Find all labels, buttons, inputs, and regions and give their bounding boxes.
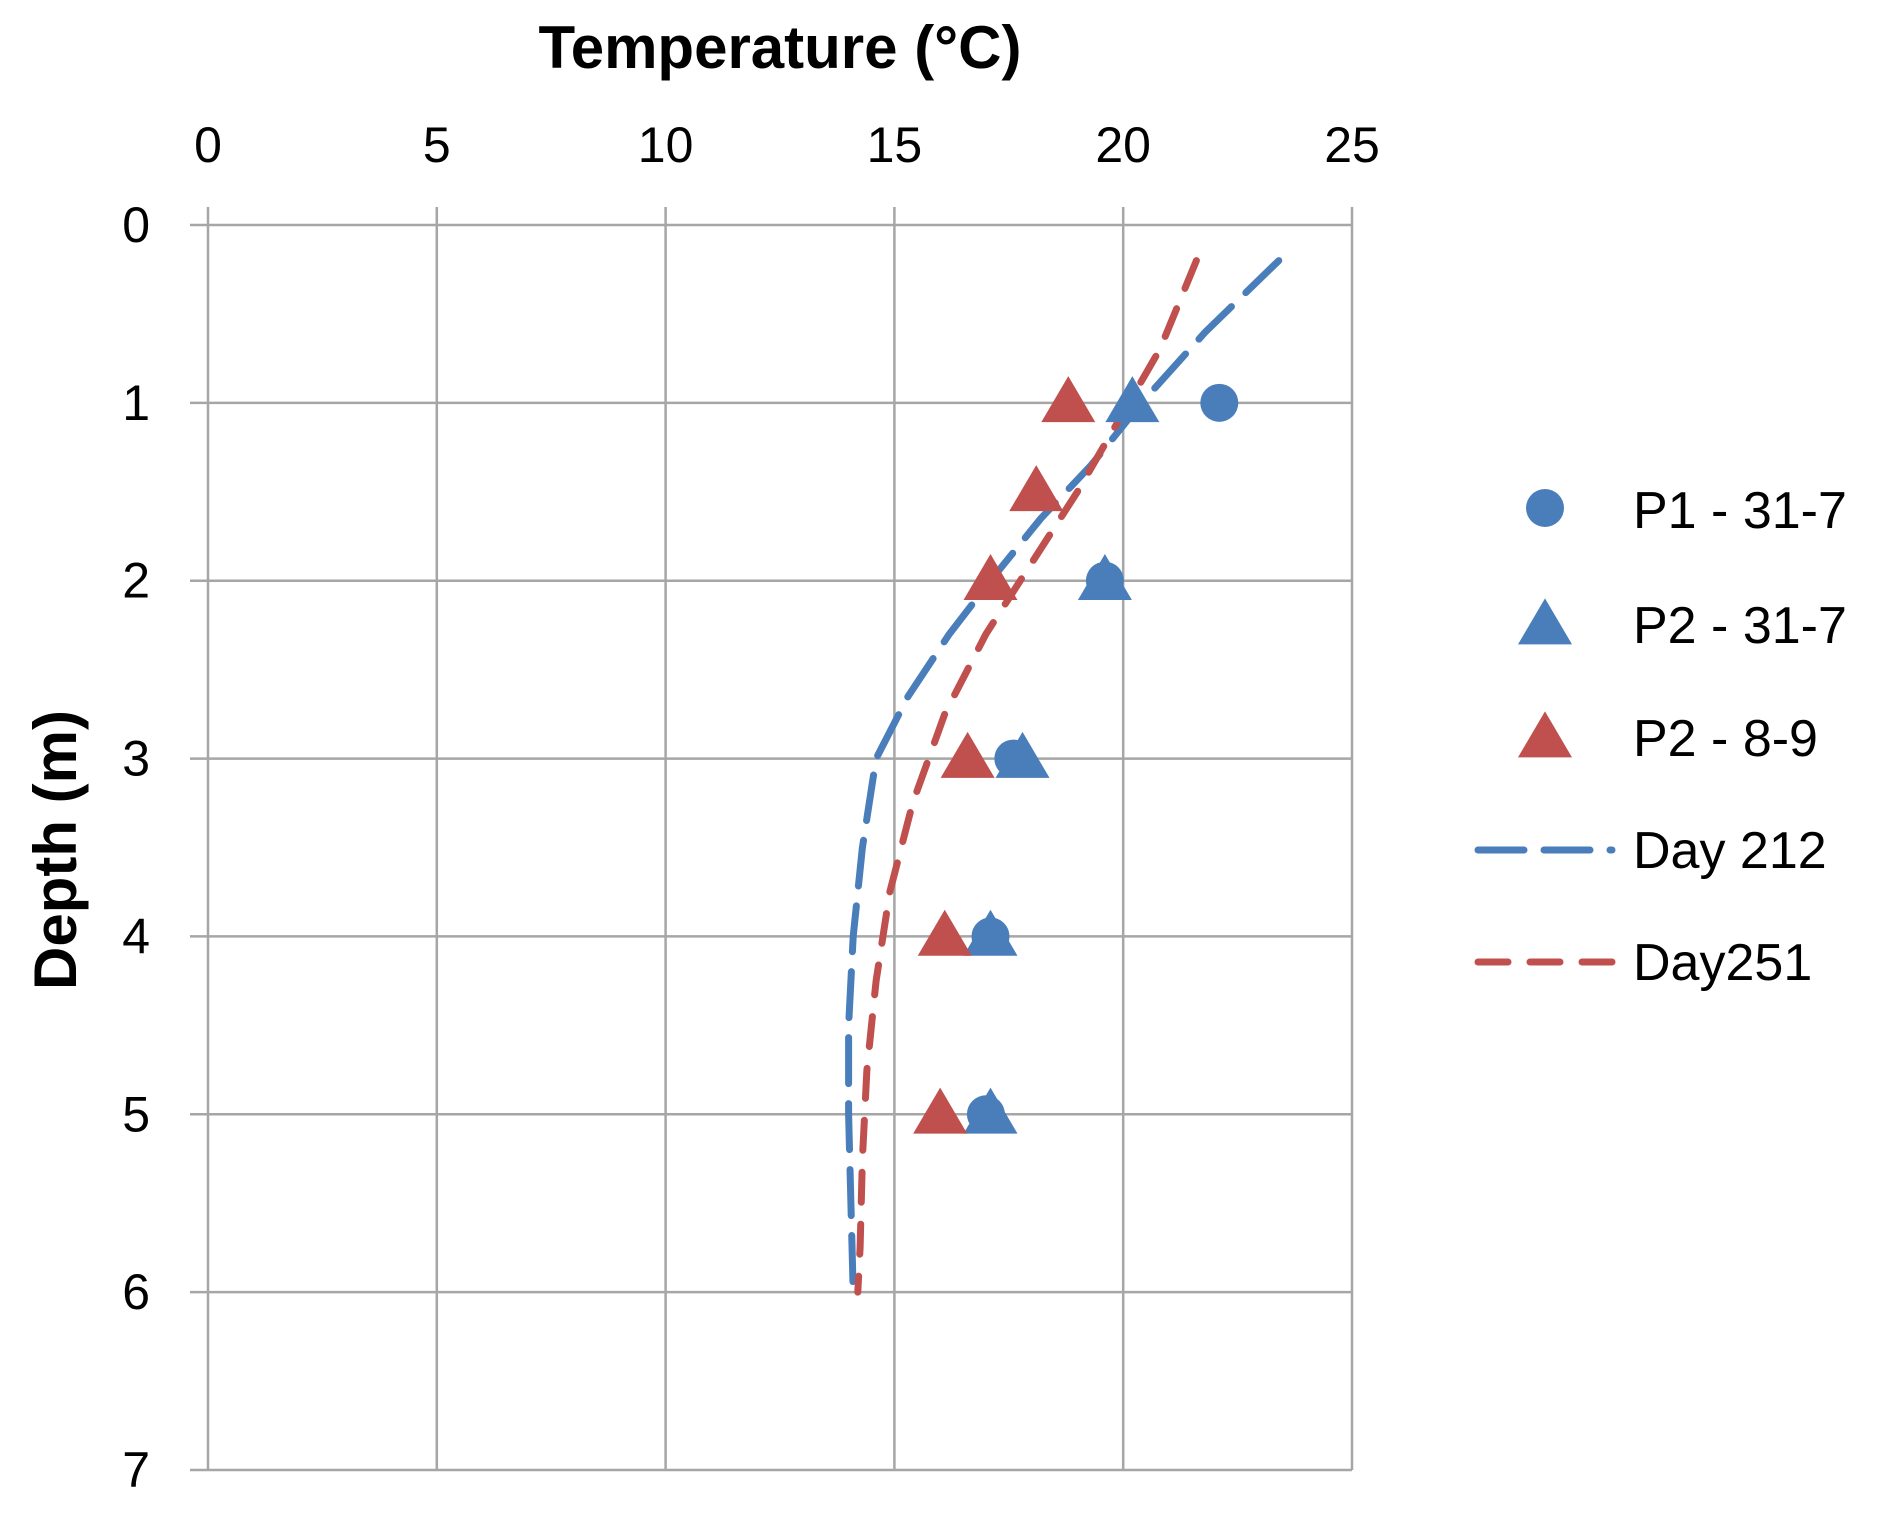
- legend-circle-icon: [1526, 489, 1564, 527]
- y-tick-label: 4: [122, 908, 150, 964]
- x-tick-label: 25: [1324, 117, 1380, 173]
- line-day251: [854, 257, 1200, 1296]
- triangle-point: [917, 909, 972, 956]
- x-tick-label: 15: [867, 117, 923, 173]
- y-tick-label: 6: [122, 1264, 150, 1320]
- series-line-3: [845, 257, 1283, 1296]
- legend-triangle-icon: [1518, 598, 1572, 645]
- x-tick-label: 0: [194, 117, 222, 173]
- triangle-point: [1041, 376, 1096, 423]
- y-tick-label: 5: [122, 1086, 150, 1142]
- triangle-point: [1105, 376, 1160, 423]
- circle-point: [1200, 383, 1239, 422]
- x-axis-title: Temperature (°C): [539, 14, 1022, 81]
- triangle-point: [940, 731, 995, 778]
- legend-item: Day251: [1474, 934, 1812, 992]
- legend-label: P2 - 31-7: [1633, 597, 1847, 655]
- y-tick-label: 0: [122, 197, 150, 253]
- triangle-point: [963, 554, 1018, 601]
- legend-item: Day 212: [1474, 822, 1827, 880]
- legend-label: P1 - 31-7: [1633, 482, 1847, 540]
- triangle-point: [1009, 465, 1064, 512]
- legend-item: P2 - 8-9: [1518, 710, 1818, 768]
- y-axis-title: Depth (m): [22, 710, 89, 990]
- legend-label: P2 - 8-9: [1633, 710, 1818, 768]
- x-tick-label: 5: [423, 117, 451, 173]
- legend-label: Day251: [1633, 934, 1812, 992]
- line-day-212: [845, 257, 1283, 1296]
- triangle-point: [913, 1087, 968, 1134]
- legend-triangle-icon: [1518, 711, 1572, 758]
- series-markers-0: [966, 383, 1239, 1134]
- circle-point: [1085, 561, 1124, 600]
- series-markers-2: [913, 376, 1096, 1134]
- x-tick-label: 10: [638, 117, 694, 173]
- x-tick-labels: 0 5 10 15 20 25: [194, 117, 1380, 173]
- y-tick-label: 3: [122, 731, 150, 787]
- legend-item: P2 - 31-7: [1518, 597, 1847, 655]
- y-tick-label: 1: [122, 375, 150, 431]
- series-line-4: [854, 257, 1200, 1296]
- y-tick-label: 7: [122, 1442, 150, 1498]
- series-group: [845, 257, 1283, 1296]
- legend-label: Day 212: [1633, 822, 1827, 880]
- legend: P1 - 31-7 P2 - 31-7 P2 - 8-9 Day 212 Day251: [1474, 482, 1847, 992]
- circle-point: [966, 1095, 1005, 1134]
- legend-item: P1 - 31-7: [1526, 482, 1847, 540]
- grid: [190, 207, 1354, 1472]
- y-tick-label: 2: [122, 553, 150, 609]
- x-tick-label: 20: [1095, 117, 1151, 173]
- circle-point: [994, 739, 1033, 778]
- y-tick-labels: 0 1 2 3 4 5 6 7: [122, 197, 150, 1498]
- circle-point: [971, 917, 1010, 956]
